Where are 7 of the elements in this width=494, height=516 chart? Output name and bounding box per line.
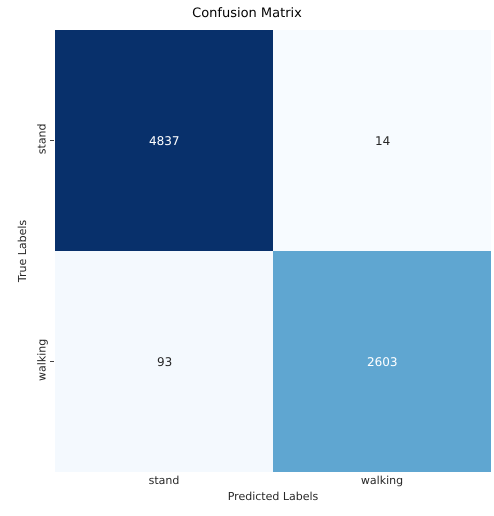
y-axis-title: True Labels — [16, 220, 30, 284]
data-label: 4837 — [149, 134, 180, 148]
data-label: 93 — [157, 355, 172, 369]
data-label: 14 — [375, 134, 390, 148]
x-axis-title: Predicted Labels — [228, 490, 319, 504]
text: Confusion Matrix — [192, 6, 302, 21]
data-label: 2603 — [367, 355, 398, 369]
